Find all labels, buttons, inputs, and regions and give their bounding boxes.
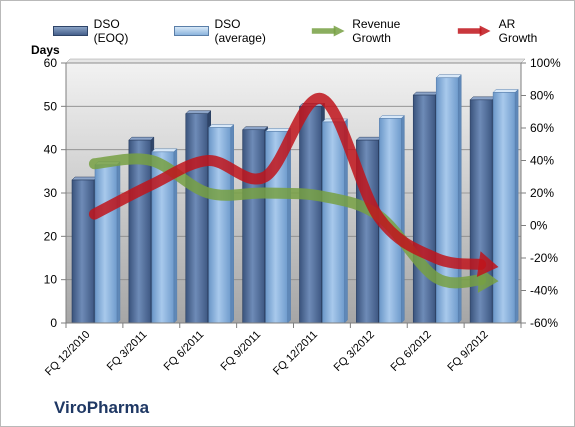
series-line [88,93,487,270]
series-line [88,153,487,289]
plot-area-top-edge [65,58,526,64]
bar [151,148,178,324]
x-tick-label: FQ 12/2011 [271,329,320,378]
legend-item-ar-growth: AR Growth [456,17,552,45]
bar [298,102,326,324]
x-tick-label: FQ 6/2012 [389,329,434,374]
bar-face [71,179,95,324]
y-axis-units-label: Days [31,43,60,57]
legend-item-dso-average: DSO (average) [173,17,288,45]
y-left-tick-label: 10 [44,273,58,287]
bar-face [299,106,322,324]
bar-top [469,96,496,101]
bar [265,127,292,324]
y-left-tick-label: 60 [44,56,58,70]
bar [412,91,439,324]
bar-top [435,74,462,78]
legend-label-dso-eoq: DSO (EOQ) [93,17,129,45]
legend-label-ar-growth: AR Growth [498,17,538,45]
bar-side [230,123,234,324]
y-left-tick-label: 30 [44,186,58,200]
x-tick-label: FQ 12/2010 [43,329,93,379]
bar-face [492,92,516,324]
bar-top [378,115,405,119]
bar-face [185,113,209,324]
y-left-tick-label: 50 [44,99,58,113]
bar-top [355,136,382,141]
bar-top [185,110,212,114]
bar-face [94,164,118,324]
chart-legend: DSO (EOQ) DSO (average) Revenue Growth A… [53,17,574,45]
legend-arrow-icon-ar-growth [458,25,491,37]
bar-face [322,121,345,324]
x-tick-label: FQ 9/2011 [219,329,264,374]
bar-top [492,89,519,93]
bar-top [151,148,178,153]
bar-side [287,127,291,324]
y-right-tick-label: 60% [530,121,554,135]
y-right-tick-label: -20% [530,251,558,265]
y-right-tick-label: 40% [530,154,554,168]
x-tick-label: FQ 6/2011 [162,329,207,374]
y-left-tick-label: 0 [50,316,57,330]
bar [321,118,349,324]
bar [185,110,212,324]
x-tick-label: FQ 3/2012 [332,329,377,374]
y-right-tick-label: 100% [530,56,561,70]
bar-side [514,88,519,324]
bar-face [242,129,265,324]
x-tick-label: FQ 3/2011 [105,329,150,374]
y-right-tick-label: -40% [530,284,558,298]
legend-arrow-icon-revenue-growth [311,25,345,37]
bar [492,88,519,324]
legend-label-dso-average: DSO (average) [214,17,266,45]
bar [71,176,98,324]
bar-top [128,136,155,141]
legend-item-dso-eoq: DSO (EOQ) [53,17,152,45]
y-right-tick-label: -60% [530,316,558,330]
bar-top [242,126,269,130]
bar-face [128,139,152,324]
bar-side [116,161,121,324]
x-tick-label: FQ 9/2012 [445,329,490,374]
legend-swatch-dso-eoq [53,26,88,36]
y-right-tick-label: 80% [530,89,554,103]
y-left-tick-label: 20 [44,229,58,243]
company-name: ViroPharma [54,398,150,417]
legend-swatch-dso-average [173,26,209,36]
bar-top [265,128,292,132]
legend-label-revenue-growth: Revenue Growth [352,17,401,45]
y-left-tick-label: 40 [44,143,58,157]
y-right-tick-label: 0% [530,219,548,233]
y-right-tick-label: 20% [530,186,554,200]
bar [208,123,235,324]
bar [242,126,269,324]
bar-top [71,176,98,181]
bar-top [208,124,235,128]
bar-side [401,114,405,324]
bar-face [412,94,436,324]
legend-item-revenue-growth: Revenue Growth [310,17,434,45]
bar-top [412,91,439,96]
bar [94,161,121,324]
series-arrowhead [476,251,499,278]
